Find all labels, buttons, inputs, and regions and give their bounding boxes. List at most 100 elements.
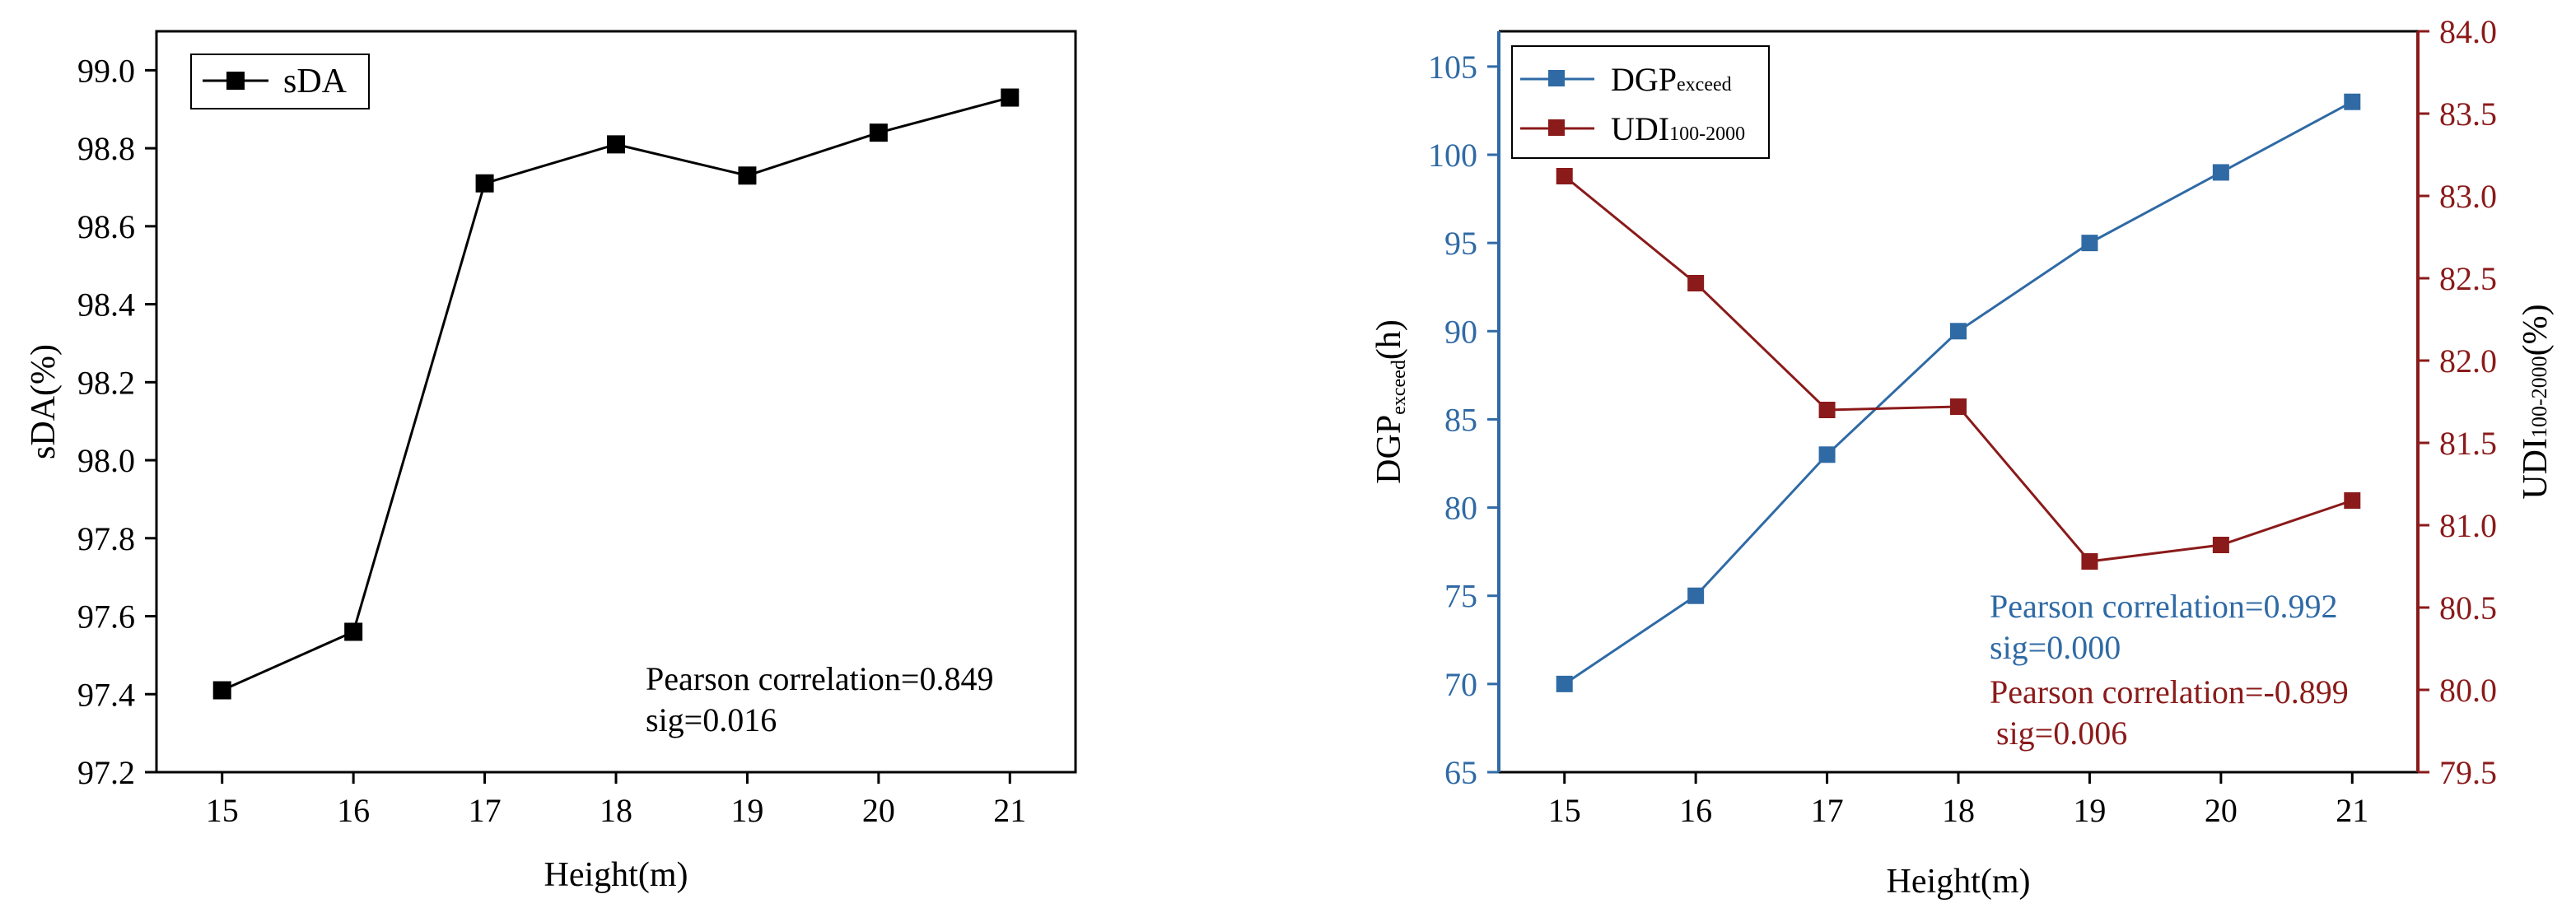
x-tick-label: 19: [2073, 792, 2106, 829]
right-axis-label-main: UDI: [2517, 438, 2555, 500]
sda-line: [222, 96, 1010, 692]
x-tick-label: 15: [206, 792, 239, 829]
y-tick-label: 83.0: [2439, 178, 2497, 215]
y-tick-label: 75: [1444, 578, 1477, 615]
y-tick-label: 98.2: [77, 364, 135, 401]
y-tick-label: 80.0: [2439, 672, 2497, 709]
dgp-point: [2212, 164, 2229, 181]
x-tick-label: 15: [1548, 792, 1581, 829]
legend-label-udi: UDI100-2000: [1611, 110, 1745, 147]
legend: DGPexceed UDI100-2000: [1511, 45, 1770, 159]
chart-sda: 15 16 17 18 19 20 21 97.297.497.697.898.098.29…: [25, 30, 1077, 894]
x-tick-label: 20: [862, 792, 895, 829]
series-sda: [212, 88, 1020, 700]
right-axis-label: UDI100-2000(%): [2517, 304, 2555, 499]
left-axis-label-suffix: (h): [1370, 319, 1408, 360]
y-tick-label: 98.6: [77, 208, 135, 245]
y-tick-label: 85: [1444, 401, 1477, 438]
dgp-point: [1950, 323, 1967, 340]
x-tick-label: 16: [1679, 792, 1712, 829]
series-dgp: [1556, 93, 2361, 692]
y-tick-label: 82.0: [2439, 342, 2497, 380]
udi-point: [2081, 553, 2098, 570]
x-axis-label: Height(m): [544, 856, 688, 894]
left-axis-label-main: DGP: [1370, 415, 1408, 484]
right-axis-label-sub: 100-2000: [2527, 356, 2551, 438]
y-tick-label: 80.5: [2439, 589, 2497, 626]
y-tick-label: 97.4: [77, 676, 135, 713]
y-tick-label: 105: [1428, 49, 1477, 86]
x-tick-label: 17: [1811, 792, 1844, 829]
x-axis-ticks: 15 16 17 18 19 20 21: [206, 772, 1026, 829]
y-tick-label: 79.5: [2439, 754, 2497, 791]
annotation-dgp: Pearson correlation=0.992 sig=0.000: [1990, 588, 2337, 666]
sda-point: [344, 622, 363, 641]
right-axis-label-suffix: (%): [2517, 304, 2555, 356]
udi-point: [2212, 537, 2229, 553]
annotation-udi-pearson: Pearson correlation=-0.899: [1990, 673, 2349, 710]
x-axis-ticks: 15 16 17 18 19 20 21: [1548, 772, 2368, 829]
y-tick-label: 97.8: [77, 520, 135, 557]
udi-point: [1687, 275, 1705, 291]
x-tick-label: 21: [2336, 792, 2368, 829]
y-tick-label: 95: [1444, 225, 1477, 262]
x-tick-label: 20: [2205, 792, 2238, 829]
dgp-point: [1818, 446, 1836, 463]
y-tick-label: 90: [1444, 313, 1477, 350]
x-tick-label: 21: [993, 792, 1026, 829]
x-tick-label: 18: [1942, 792, 1975, 829]
x-tick-label: 19: [730, 792, 763, 829]
udi-point: [1950, 398, 1967, 415]
annotation-dgp-pearson: Pearson correlation=0.992: [1990, 588, 2337, 625]
sda-point: [212, 681, 231, 700]
x-axis-label: Height(m): [1887, 863, 2031, 901]
y-tick-label: 97.6: [77, 598, 135, 636]
legend-label-udi-main: UDI: [1611, 110, 1669, 147]
left-axis-label-sub: exceed: [1388, 360, 1410, 415]
y-axis-label: sDA(%): [25, 344, 63, 459]
y-tick-label: 100: [1428, 137, 1477, 174]
annotation-udi-sig: sig=0.006: [1996, 715, 2127, 752]
annotation-pearson: Pearson correlation=0.849: [646, 660, 993, 697]
x-tick-label: 17: [469, 792, 502, 829]
sda-point: [869, 123, 888, 142]
legend-label-sda: sDA: [283, 63, 348, 100]
y-tick-label: 70: [1444, 666, 1477, 703]
dgp-point: [2081, 235, 2098, 252]
legend-marker-udi: [1548, 119, 1565, 136]
dgp-point: [2344, 93, 2361, 110]
y-tick-label: 97.2: [77, 754, 135, 791]
legend-label-dgp-sub: exceed: [1677, 74, 1732, 95]
y-axis-ticks: 97.2 97.4 97.6 97.8 98.0 98.2 98.4 98.6 98.8 99.0: [77, 52, 156, 791]
y-tick-label: 98.8: [77, 130, 135, 167]
y-tick-label: 84.0: [2439, 13, 2497, 50]
legend-label-dgp-main: DGP: [1611, 61, 1677, 98]
y-tick-label: 81.5: [2439, 425, 2497, 462]
dgp-point: [1687, 587, 1705, 604]
annotation-dgp-sig: sig=0.000: [1990, 629, 2121, 666]
right-axis-ticks: 79.5 80.0 80.5 81.0 81.5 82.0 82.5 83.0 83.5 84.0: [2418, 13, 2497, 791]
legend-label-dgp: DGPexceed: [1611, 61, 1732, 98]
sda-point: [738, 166, 757, 185]
annotation-sig: sig=0.016: [646, 701, 777, 738]
y-tick-label: 98.4: [77, 286, 135, 324]
udi-point: [1556, 168, 1573, 184]
y-tick-label: 65: [1444, 754, 1477, 791]
y-tick-label: 98.0: [77, 442, 135, 479]
y-tick-label: 99.0: [77, 52, 135, 89]
y-tick-label: 82.5: [2439, 260, 2497, 297]
y-tick-label: 80: [1444, 490, 1477, 527]
x-tick-label: 16: [337, 792, 370, 829]
x-tick-label: 18: [600, 792, 632, 829]
y-tick-label: 81.0: [2439, 507, 2497, 544]
sda-point: [475, 174, 494, 193]
legend: sDA: [190, 54, 370, 109]
dgp-point: [1556, 675, 1573, 692]
legend-label-udi-sub: 100-2000: [1669, 123, 1745, 145]
chart-dgp-udi: 15 16 17 18 19 20 21 65 70 75 80 85 90 95 100 105 79.5…: [1370, 13, 2555, 901]
annotation: Pearson correlation=0.849 sig=0.016: [646, 660, 993, 738]
left-axis-ticks: 65 70 75 80 85 90 95 100 105: [1428, 49, 1499, 791]
legend-marker-dgp: [1548, 70, 1565, 86]
series-udi: [1556, 168, 2361, 570]
